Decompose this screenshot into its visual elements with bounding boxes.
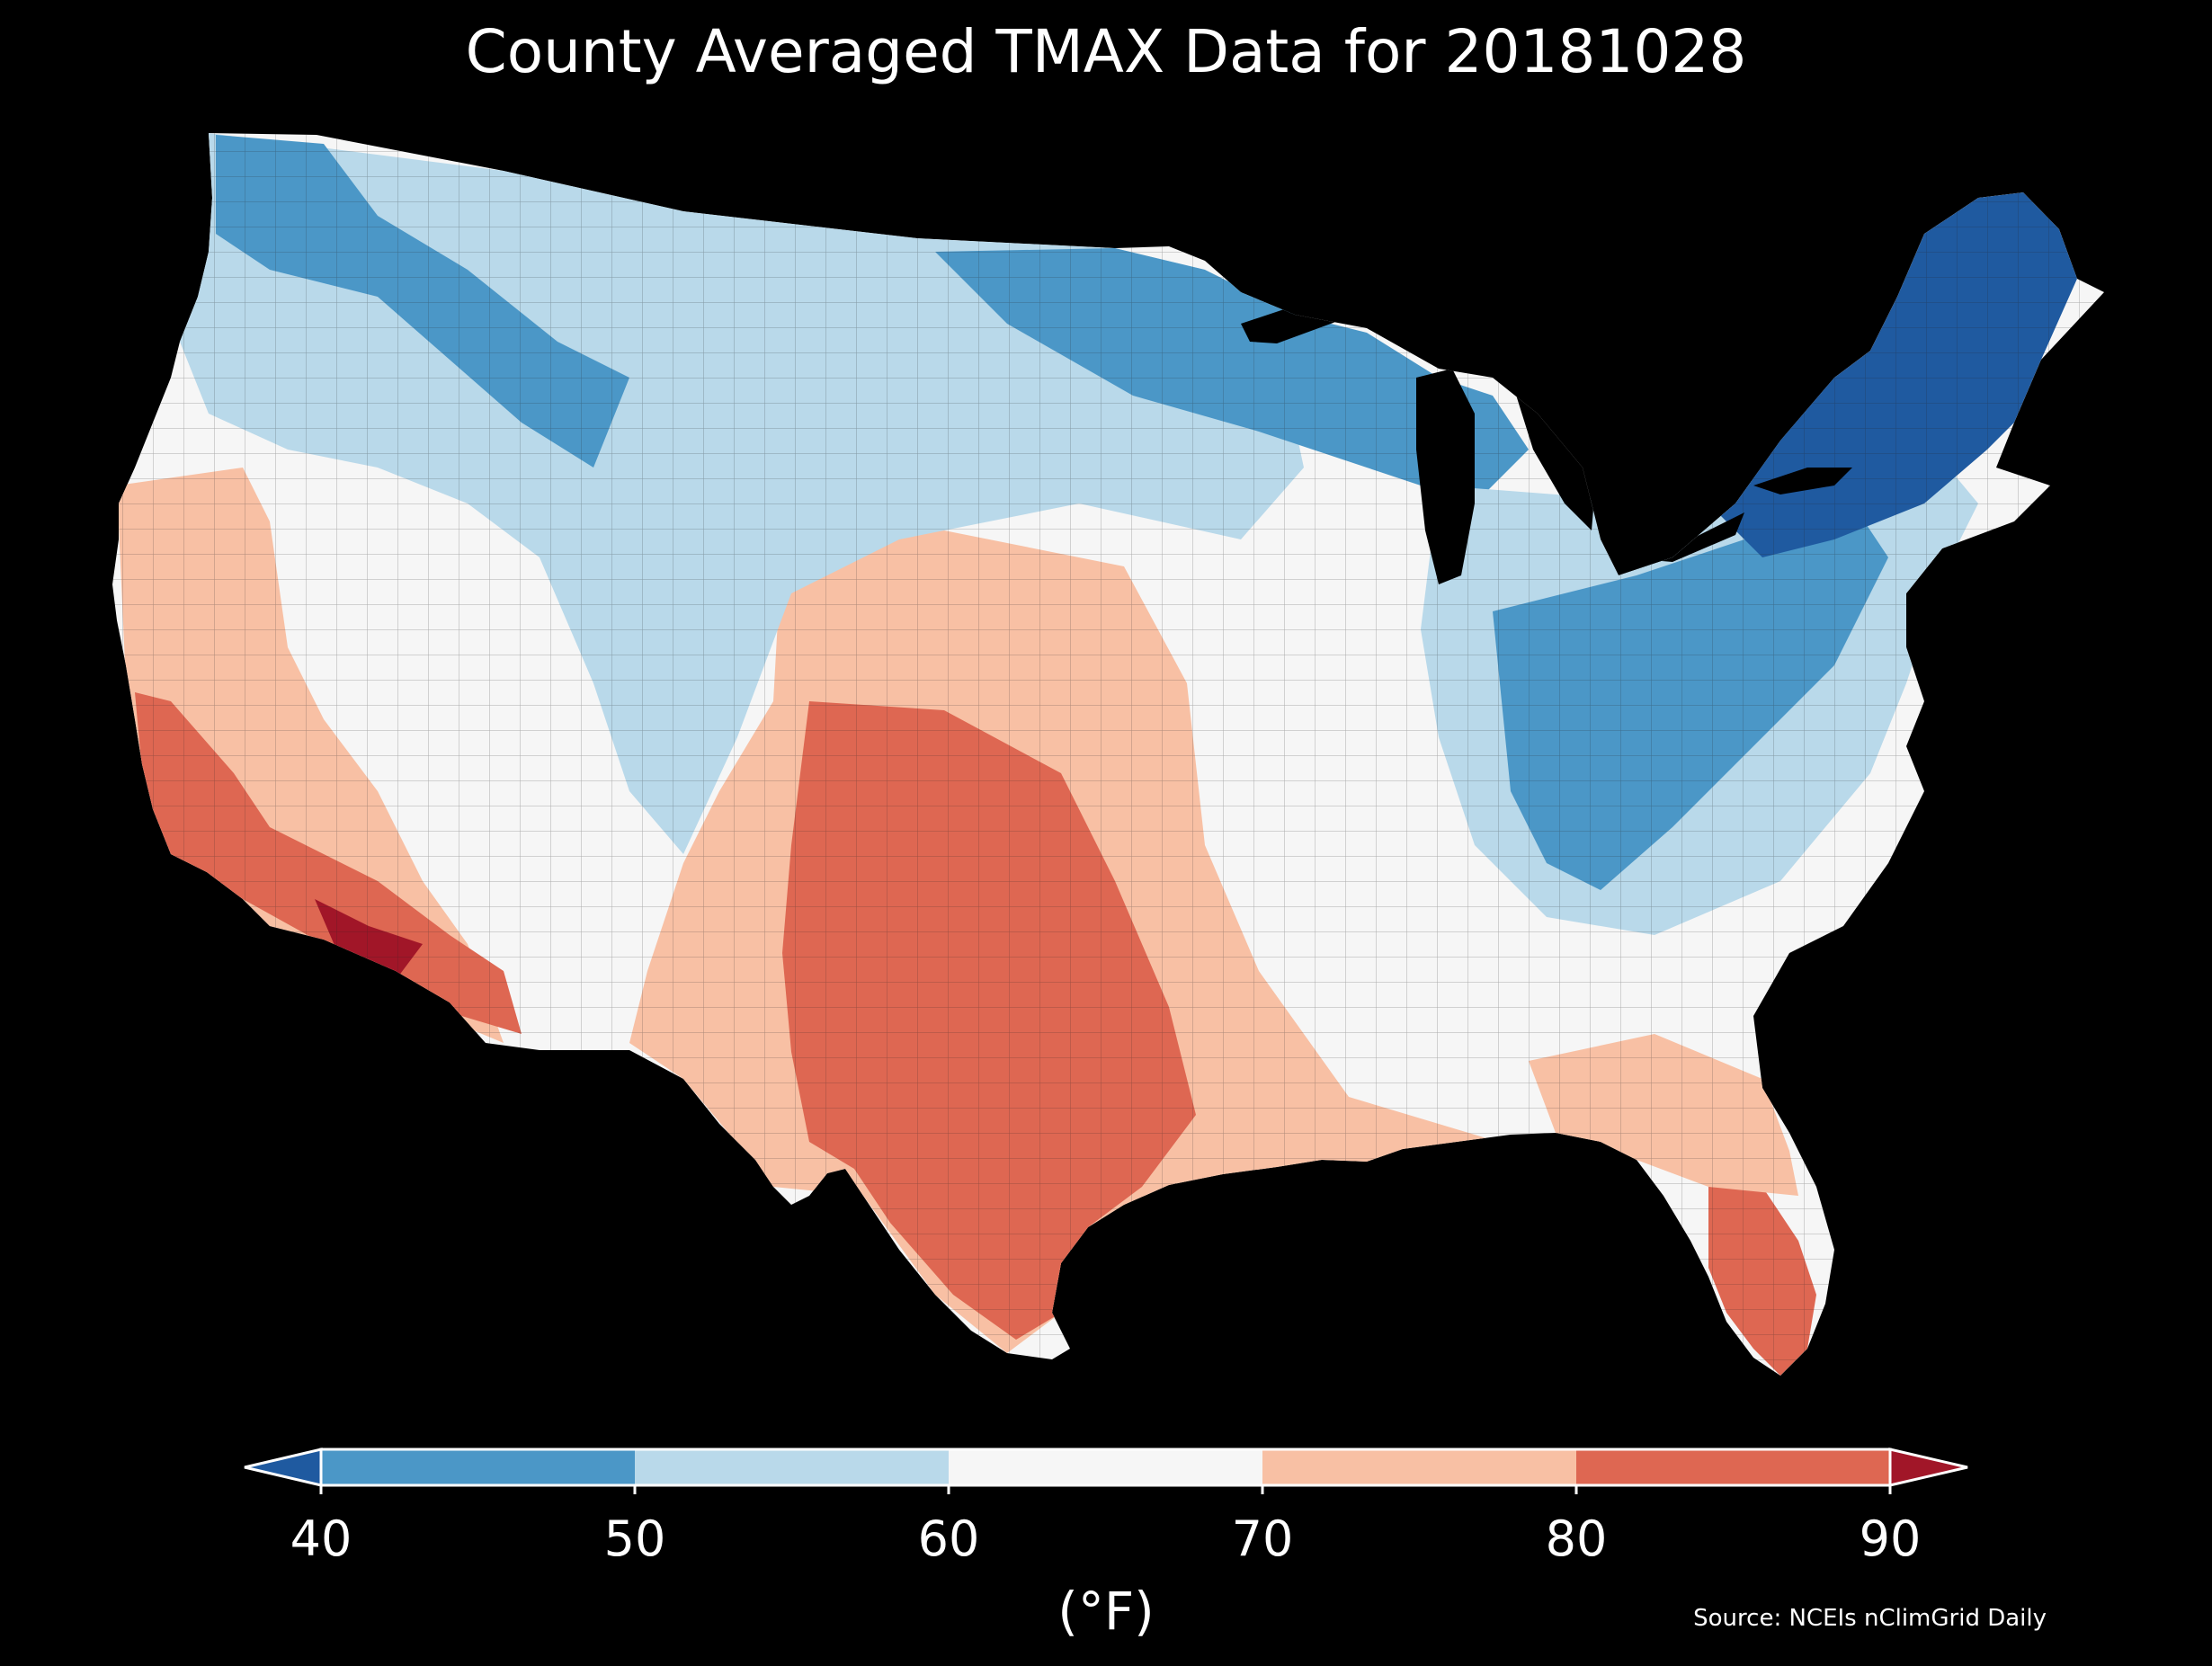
colorbar-tick-label-60: 60 xyxy=(918,1510,980,1567)
colorbar-tick-label-50: 50 xyxy=(604,1510,666,1567)
colorbar-extend-low xyxy=(244,1448,323,1487)
colorbar-tick-label-40: 40 xyxy=(290,1510,352,1567)
colorbar-bin-60-70 xyxy=(949,1449,1262,1485)
source-label: Source: NCEIs nClimGrid Daily xyxy=(1693,1605,2047,1632)
colorbar-outline xyxy=(319,1448,1892,1487)
colorbar-bin-50-60 xyxy=(635,1449,949,1485)
colorbar-bin-80-90 xyxy=(1576,1449,1890,1485)
colorbar-tick-label-90: 90 xyxy=(1860,1510,1922,1567)
colorbar-tick-label-80: 80 xyxy=(1546,1510,1608,1567)
map-title: County Averaged TMAX Data for 20181028 xyxy=(466,17,1747,86)
unit-label: (°F) xyxy=(1057,1581,1155,1642)
colorbar-bin-70-80 xyxy=(1262,1449,1576,1485)
lake-ontario xyxy=(1753,468,1852,494)
colorbar-extend-high xyxy=(1888,1448,1968,1487)
colorbar-bin-40-50 xyxy=(321,1449,635,1485)
colorbar: 40 50 60 70 80 90 xyxy=(244,1448,1968,1567)
lake-michigan xyxy=(1416,369,1475,584)
lake-huron xyxy=(1511,378,1596,530)
colorbar-tick-label-70: 70 xyxy=(1232,1510,1294,1567)
